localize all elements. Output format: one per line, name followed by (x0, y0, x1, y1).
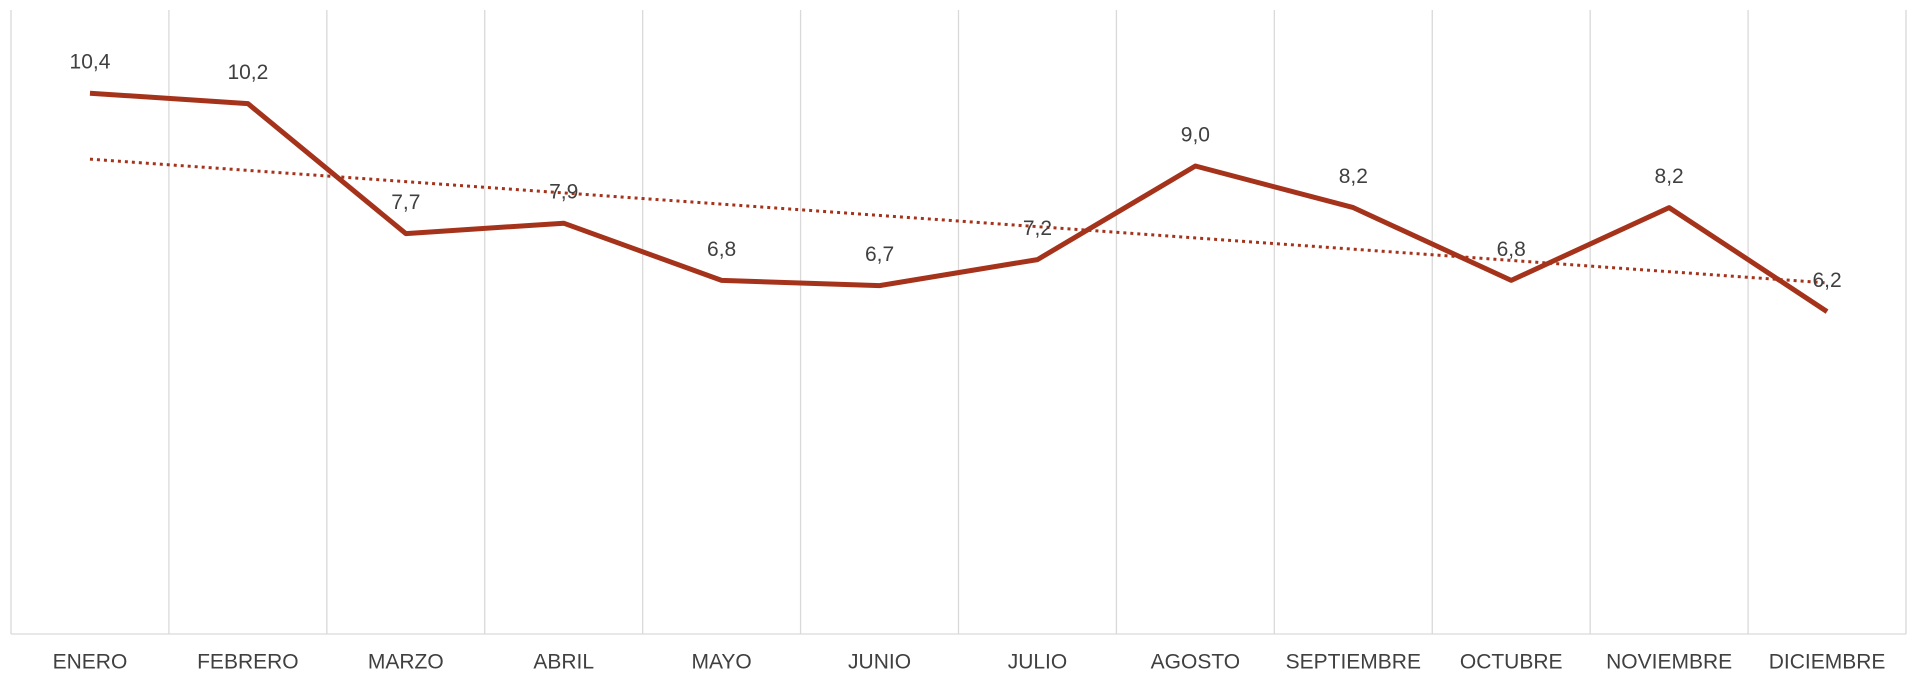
data-label: 7,7 (391, 191, 420, 214)
data-label: 7,9 (549, 181, 578, 204)
data-label: 8,2 (1339, 165, 1368, 188)
x-tick-label: DICIEMBRE (1769, 651, 1886, 674)
data-label: 6,7 (865, 243, 894, 266)
x-tick-label: NOVIEMBRE (1606, 651, 1732, 674)
data-label: 6,2 (1812, 269, 1841, 292)
x-tick-label: OCTUBRE (1460, 651, 1563, 674)
x-tick-label: AGOSTO (1151, 651, 1240, 674)
chart: ENERO FEBRERO MARZO ABRIL MAYO JUNIO JULIO AGOS… (0, 0, 1908, 675)
data-label: 6,8 (707, 238, 736, 261)
x-tick-label: MAYO (691, 651, 751, 674)
x-tick-label: JULIO (1008, 651, 1068, 674)
data-label: 6,8 (1497, 238, 1526, 261)
x-tick-label: ABRIL (533, 651, 594, 674)
data-label: 7,2 (1023, 217, 1052, 240)
data-label: 8,2 (1655, 165, 1684, 188)
data-label: 10,2 (227, 61, 268, 84)
data-label: 9,0 (1181, 124, 1210, 147)
x-tick-label: JUNIO (848, 651, 911, 674)
x-tick-label: SEPTIEMBRE (1286, 651, 1421, 674)
x-tick-label: FEBRERO (197, 651, 299, 674)
x-tick-label: MARZO (368, 651, 444, 674)
x-tick-label: ENERO (53, 651, 128, 674)
data-label: 10,4 (70, 51, 111, 74)
